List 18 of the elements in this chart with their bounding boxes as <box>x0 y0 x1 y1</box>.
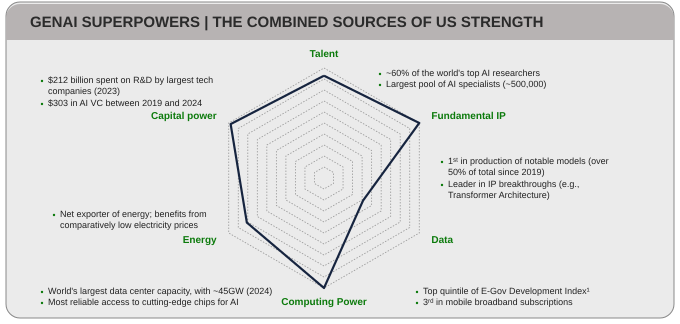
text: World's largest data center capacity, with ~45GW (2024) <box>48 286 272 296</box>
text: 3ʳᵈ in mobile broadband subscriptions <box>423 297 574 307</box>
text: 1ˢᵗ in production of notable models (over 50% of total since 2019) <box>448 156 609 177</box>
text: Largest pool of AI specialists (~500,000) <box>386 79 546 89</box>
text: Most reliable access to cutting-edge chips for AI <box>48 297 239 307</box>
spoke-label: Talent <box>310 49 340 60</box>
spoke-label: Computing Power <box>281 297 367 308</box>
spoke-label: Energy <box>182 235 218 246</box>
text: Top quintile of E-Gov Development Index¹ <box>423 286 590 296</box>
spoke-label: Capital power <box>151 111 217 122</box>
chart-title: GENAI SUPERPOWERS | THE COMBINED SOURCES OF US STRENGTH <box>30 14 544 31</box>
text: Net exporter of energy; benefits from comparatively low electricity prices <box>60 209 207 230</box>
text: ~60% of the world's top AI researchers <box>386 68 541 78</box>
spoke-label: Data <box>431 235 454 246</box>
spoke-label: Fundamental IP <box>431 111 506 122</box>
text: Leader in IP breakthroughs (e.g., Transformer Architecture) <box>448 179 580 200</box>
text: $212 billion spent on R&D by largest tech companies (2023) <box>48 75 214 96</box>
text: $303 in AI VC between 2019 and 2024 <box>48 98 202 108</box>
